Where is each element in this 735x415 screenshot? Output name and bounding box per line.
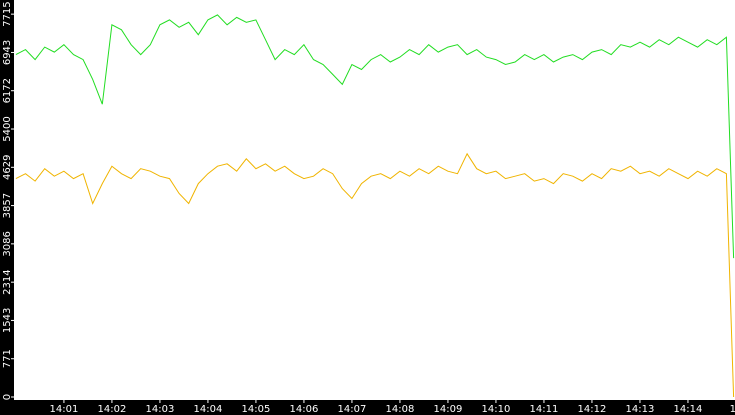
x-tick-label: 14:07 [338,404,367,415]
x-tick-label: 14:03 [146,404,175,415]
y-tick-label: 4629 [2,155,13,180]
x-tick-label: 14:09 [434,404,463,415]
y-axis-strip [0,0,14,415]
y-tick-label: 2314 [2,269,13,294]
x-tick-label: 14:05 [242,404,271,415]
y-tick-label: 7715 [2,1,13,26]
y-tick-label: 1543 [2,308,13,333]
x-tick-label: 14:14 [674,404,703,415]
y-tick-label: 3857 [2,193,13,218]
y-tick-label: 5400 [2,116,13,141]
x-tick-label: 14:01 [50,404,79,415]
x-tick-label: 14:13 [626,404,655,415]
x-tick-label: 14:12 [578,404,607,415]
y-tick-label: 3086 [2,231,13,256]
y-tick-label: 771 [2,349,13,368]
x-axis-strip [0,400,735,415]
x-tick-label: 14:08 [386,404,415,415]
x-tick-label: 14 [730,404,735,415]
x-tick-label: 14:11 [530,404,559,415]
x-tick-label: 14:06 [290,404,319,415]
x-tick-label: 14:04 [194,404,223,415]
y-tick-label: 0 [2,394,13,400]
plot-area [0,0,735,400]
y-tick-label: 6943 [2,40,13,65]
x-tick-label: 14:02 [98,404,127,415]
x-tick-label: 14:10 [482,404,511,415]
line-series [15,152,735,398]
y-tick-label: 6172 [2,78,13,103]
line-series [15,14,735,259]
